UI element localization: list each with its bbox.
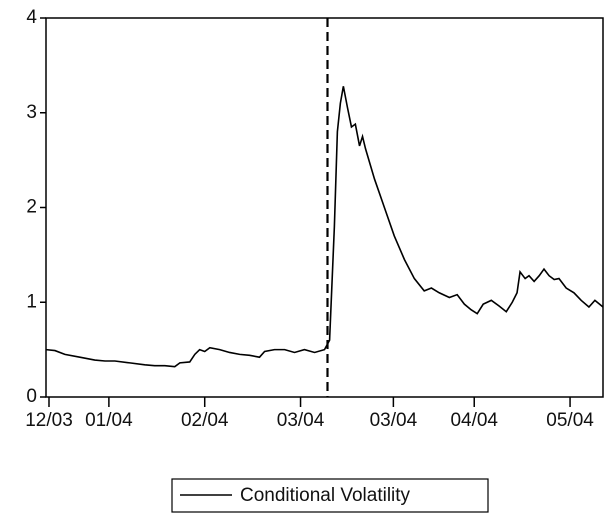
- x-tick-label: 02/04: [181, 410, 229, 431]
- legend-label: Conditional Volatility: [240, 485, 411, 506]
- y-tick-label: 0: [26, 386, 37, 407]
- x-tick-label: 03/04: [370, 410, 418, 431]
- x-tick-label: 12/03: [25, 410, 73, 431]
- x-tick-label: 05/04: [546, 410, 594, 431]
- x-tick-label: 01/04: [85, 410, 133, 431]
- x-tick-label: 04/04: [450, 410, 498, 431]
- y-tick-label: 1: [26, 291, 37, 312]
- y-tick-label: 2: [26, 197, 37, 218]
- y-tick-label: 3: [26, 102, 37, 123]
- x-tick-label: 03/04: [277, 410, 325, 431]
- y-tick-label: 4: [26, 7, 37, 28]
- series-line: [45, 86, 604, 368]
- plot-frame: [45, 17, 604, 398]
